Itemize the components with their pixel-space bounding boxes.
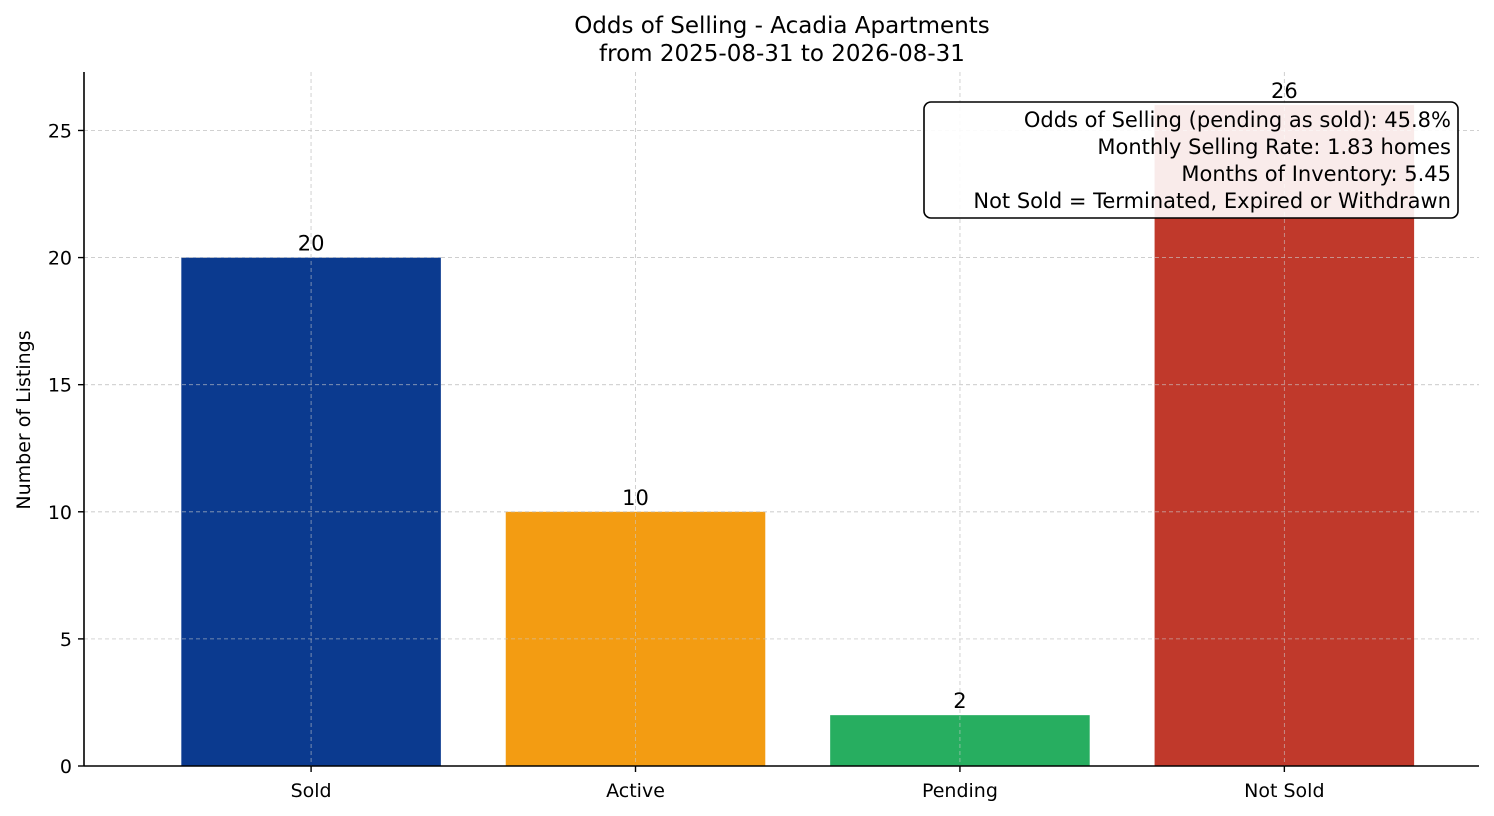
value-label: 10 <box>622 486 649 510</box>
x-tick-label: Sold <box>291 780 332 802</box>
x-tick-label: Not Sold <box>1244 780 1324 802</box>
x-tick-label: Pending <box>922 780 998 802</box>
value-label: 20 <box>298 232 325 256</box>
info-box-line: Odds of Selling (pending as sold): 45.8% <box>1024 108 1451 132</box>
y-tick-label: 10 <box>48 502 72 524</box>
y-tick-label: 0 <box>60 756 72 778</box>
chart-subtitle: from 2025-08-31 to 2026-08-31 <box>599 41 965 67</box>
info-box: Odds of Selling (pending as sold): 45.8%… <box>923 101 1459 219</box>
info-box-line: Monthly Selling Rate: 1.83 homes <box>1097 135 1451 159</box>
value-label-layer: 20 10 2 26 <box>298 79 1298 713</box>
axis-layer: 0 5 10 15 20 25 Sold Active Pending Not Sold <box>48 72 1479 802</box>
value-label: 2 <box>953 689 966 713</box>
chart-title: Odds of Selling - Acadia Apartments <box>574 13 990 39</box>
info-box-frame <box>923 101 1459 219</box>
y-tick-label: 15 <box>48 375 72 397</box>
value-label: 26 <box>1271 79 1298 103</box>
y-axis-label: Number of Listings <box>13 330 35 509</box>
y-tick-label: 20 <box>48 248 72 270</box>
x-tick-label: Active <box>606 780 665 802</box>
y-tick-label: 5 <box>60 629 72 651</box>
info-box-line: Months of Inventory: 5.45 <box>1181 162 1451 186</box>
info-box-line: Not Sold = Terminated, Expired or Withdr… <box>973 189 1451 213</box>
y-tick-label: 25 <box>48 120 72 142</box>
